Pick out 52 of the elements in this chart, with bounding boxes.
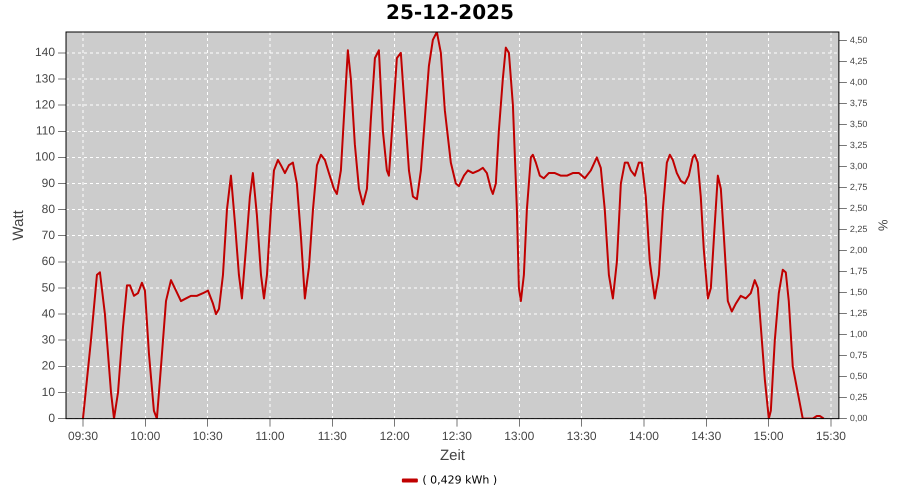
y2-tick-label: 3,25 xyxy=(850,140,868,150)
x-tick-label: 11:00 xyxy=(255,429,285,444)
y-tick-label: 30 xyxy=(42,332,56,347)
x-tick-label: 09:30 xyxy=(68,429,98,444)
y-axis-title: Watt xyxy=(10,209,28,240)
y2-tick-label: 0,75 xyxy=(850,350,868,360)
y2-tick-label: 1,75 xyxy=(850,266,868,276)
y-tick-label: 100 xyxy=(34,150,56,164)
y2-tick-label: 3,75 xyxy=(850,98,868,108)
y2-tick-label: 1,50 xyxy=(850,287,868,298)
x-tick-label: 10:00 xyxy=(130,429,161,444)
x-tick-label: 15:00 xyxy=(754,429,784,444)
y2-tick-label: 4,25 xyxy=(850,56,868,66)
y2-tick-label: 0,50 xyxy=(850,371,868,382)
x-tick-label: 10:30 xyxy=(192,429,223,444)
y2-tick-label: 1,00 xyxy=(850,329,868,340)
y2-tick-label: 0,25 xyxy=(850,392,868,402)
x-tick-label: 13:30 xyxy=(566,429,597,444)
y2-tick-label: 3,00 xyxy=(850,160,868,171)
y-tick-label: 60 xyxy=(42,254,56,268)
y2-tick-label: 4,00 xyxy=(850,76,868,87)
y2-tick-label: 2,00 xyxy=(850,244,868,255)
legend-label: ( 0,429 kWh ) xyxy=(422,473,498,486)
x-tick-label: 12:00 xyxy=(380,429,410,444)
y-tick-label: 120 xyxy=(34,97,56,112)
x-axis-title: Zeit xyxy=(440,447,466,464)
x-tick-label: 14:00 xyxy=(628,429,660,444)
x-tick-label: 15:30 xyxy=(816,429,846,444)
y2-tick-label: 1,25 xyxy=(850,308,868,318)
y-tick-label: 50 xyxy=(42,280,56,294)
x-tick-label: 11:30 xyxy=(318,429,348,444)
y-tick-label: 130 xyxy=(34,71,56,86)
y2-tick-label: 2,75 xyxy=(850,182,868,192)
x-tick-label: 13:00 xyxy=(504,429,535,444)
y2-tick-label: 3,50 xyxy=(850,118,868,129)
x-tick-label: 14:30 xyxy=(691,429,722,444)
y2-tick-label: 2,50 xyxy=(850,202,868,213)
y-tick-label: 80 xyxy=(42,202,56,216)
chart-title: 25-12-2025 xyxy=(386,0,514,24)
y-tick-label: 10 xyxy=(42,384,56,399)
y-tick-label: 40 xyxy=(42,306,56,320)
y-tick-label: 0 xyxy=(48,410,56,425)
y-tick-label: 20 xyxy=(42,358,56,373)
x-tick-label: 12:30 xyxy=(442,429,472,444)
y2-axis-title: % xyxy=(876,220,891,232)
y2-tick-label: 2,25 xyxy=(850,224,868,234)
y-tick-label: 110 xyxy=(36,124,56,138)
y2-tick-label: 0,00 xyxy=(850,413,868,424)
y2-tick-label: 4,50 xyxy=(850,34,868,45)
y-tick-label: 140 xyxy=(34,45,56,60)
y-tick-label: 70 xyxy=(42,228,56,242)
y-tick-label: 90 xyxy=(42,176,56,190)
